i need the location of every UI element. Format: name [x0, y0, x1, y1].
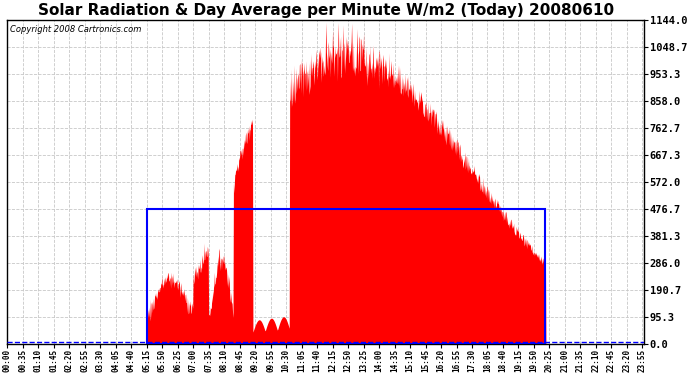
- Title: Solar Radiation & Day Average per Minute W/m2 (Today) 20080610: Solar Radiation & Day Average per Minute…: [38, 3, 614, 18]
- Bar: [147, 209, 546, 344]
- Text: Copyright 2008 Cartronics.com: Copyright 2008 Cartronics.com: [10, 25, 142, 34]
